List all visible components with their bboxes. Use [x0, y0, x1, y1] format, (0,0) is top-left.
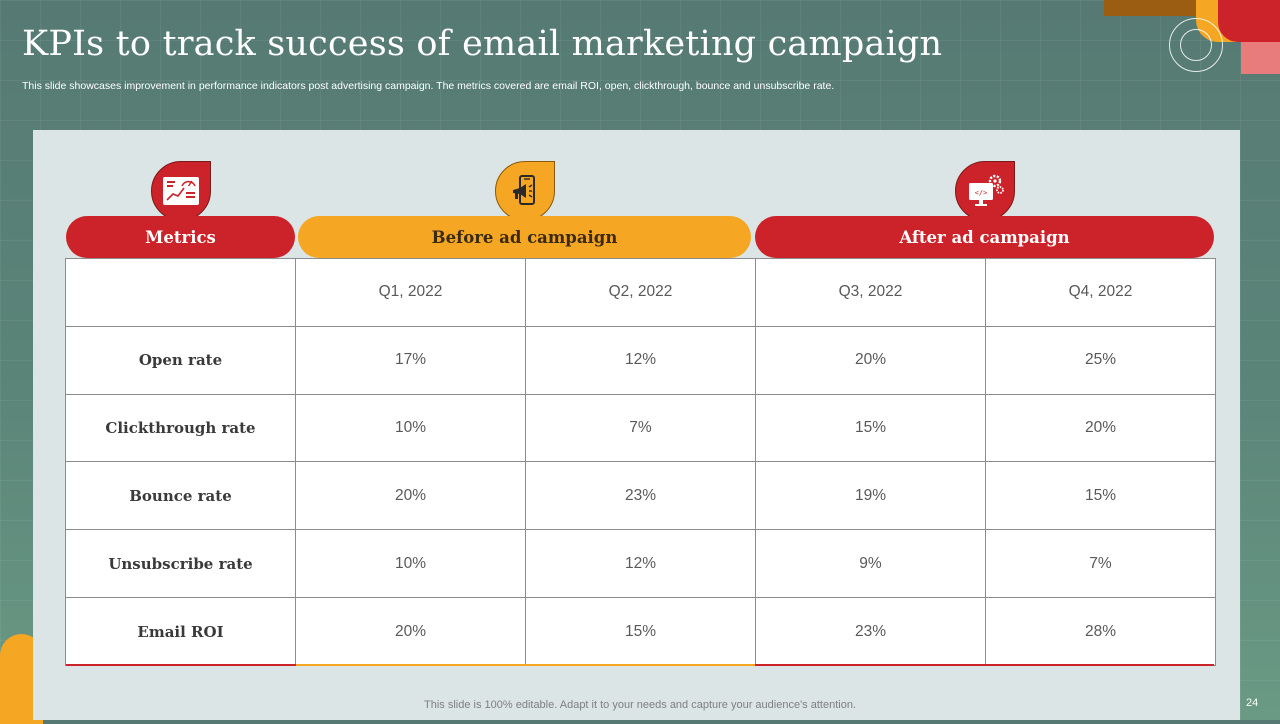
column-header: Q1, 2022	[295, 258, 526, 327]
column-header: Q2, 2022	[525, 258, 756, 327]
table-row: Email ROI 20% 15% 23% 28%	[65, 597, 1216, 666]
table-cell: 15%	[525, 597, 756, 666]
table-cell: 20%	[295, 597, 526, 666]
row-label: Bounce rate	[65, 461, 296, 531]
footer-note: This slide is 100% editable. Adapt it to…	[424, 699, 856, 711]
row-label: Clickthrough rate	[65, 393, 296, 463]
monitor-gears-icon-graphic: </>	[969, 174, 1004, 206]
table-row: Open rate 17% 12% 20% 25%	[65, 325, 1216, 395]
table-cell: 20%	[295, 461, 526, 531]
kpi-table: Q1, 2022 Q2, 2022 Q3, 2022 Q4, 2022 Open…	[65, 258, 1216, 666]
mobile-megaphone-icon-graphic	[513, 175, 535, 205]
corner-decoration-pink	[1241, 42, 1280, 74]
header-before-ad-campaign: Before ad campaign	[298, 216, 751, 258]
table-underline-metrics	[66, 664, 296, 666]
table-cell: 17%	[295, 325, 526, 395]
table-underline-after	[755, 664, 1214, 666]
table-cell: 7%	[525, 393, 756, 463]
table-cell: 7%	[985, 529, 1216, 599]
table-cell: 23%	[755, 597, 986, 666]
row-label: Open rate	[65, 325, 296, 395]
corner-decoration-red	[1218, 0, 1280, 42]
table-header-row: Q1, 2022 Q2, 2022 Q3, 2022 Q4, 2022	[65, 258, 1216, 327]
table-cell: 10%	[295, 393, 526, 463]
slide-title: KPIs to track success of email marketing…	[22, 24, 943, 64]
header-after-ad-campaign: After ad campaign	[755, 216, 1214, 258]
table-cell: 25%	[985, 325, 1216, 395]
mobile-megaphone-icon	[495, 161, 555, 221]
monitor-gears-icon: </>	[955, 161, 1015, 221]
dashboard-chart-icon-graphic	[163, 177, 199, 205]
column-header: Q3, 2022	[755, 258, 986, 327]
table-cell: 19%	[755, 461, 986, 531]
dashboard-chart-icon	[151, 161, 211, 221]
table-cell: 15%	[755, 393, 986, 463]
table-row: Bounce rate 20% 23% 19% 15%	[65, 461, 1216, 531]
row-label: Email ROI	[65, 597, 296, 666]
column-header: Q4, 2022	[985, 258, 1216, 327]
slide-subtitle: This slide showcases improvement in perf…	[22, 80, 835, 92]
table-cell: 23%	[525, 461, 756, 531]
decorative-ring-outer	[1169, 18, 1223, 72]
table-cell: 20%	[985, 393, 1216, 463]
empty-corner-cell	[65, 258, 296, 327]
row-label: Unsubscribe rate	[65, 529, 296, 599]
table-cell: 12%	[525, 529, 756, 599]
page-number: 24	[1246, 697, 1259, 709]
table-cell: 9%	[755, 529, 986, 599]
decorative-ring-inner	[1180, 29, 1212, 61]
header-metrics: Metrics	[66, 216, 295, 258]
table-row: Unsubscribe rate 10% 12% 9% 7%	[65, 529, 1216, 599]
table-cell: 15%	[985, 461, 1216, 531]
table-underline-before	[296, 664, 755, 666]
table-cell: 20%	[755, 325, 986, 395]
svg-text:</>: </>	[975, 189, 988, 197]
table-cell: 28%	[985, 597, 1216, 666]
table-row: Clickthrough rate 10% 7% 15% 20%	[65, 393, 1216, 463]
table-cell: 10%	[295, 529, 526, 599]
table-cell: 12%	[525, 325, 756, 395]
corner-decoration-brown	[1104, 0, 1200, 16]
